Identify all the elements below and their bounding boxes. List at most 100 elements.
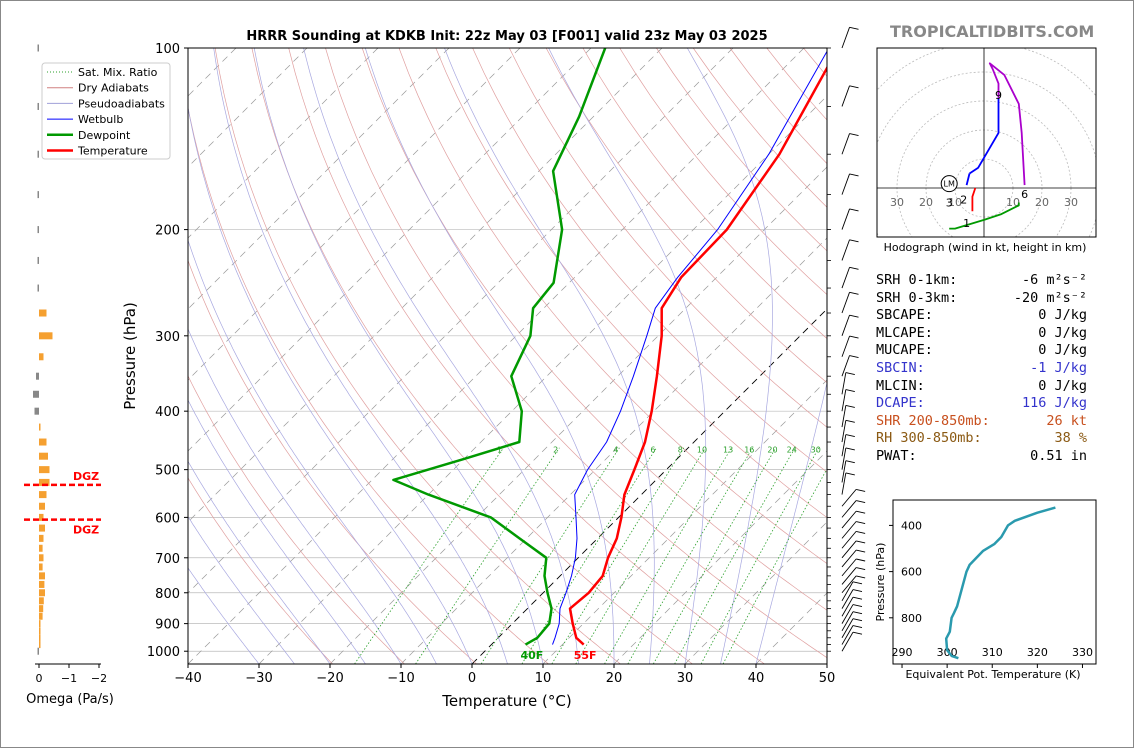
y-tick-label: 200 [155,224,180,239]
omega-bar [39,353,44,360]
x-tick-label: 40 [748,671,765,686]
y-tick-label: 100 [155,42,180,57]
stat-row: SRH 0-1km:-6 m²s⁻² [876,272,1087,290]
omega-bar [39,634,41,641]
omega-bar [39,613,43,620]
omega-bar [39,535,44,542]
omega-bar [39,605,43,612]
hodograph-height-label: 1 [963,217,970,230]
mixing-ratio-label: 13 [723,445,733,454]
theta-y-tick-label: 600 [901,566,922,579]
hodograph-tick-label: 20 [1035,196,1049,209]
x-axis-label: Temperature (°C) [441,692,571,710]
omega-bar [39,563,43,570]
y-axis-label: Pressure (hPa) [121,302,139,410]
stat-value: -20 m²s⁻² [887,290,1087,308]
legend-label: Pseudoadiabats [78,97,165,110]
chart-title: HRRR Sounding at KDKB Init: 22z May 03 [… [246,29,767,44]
omega-bar [39,491,47,498]
omega-bar [39,466,50,473]
omega-bar [39,310,47,317]
mixing-ratio-label: 8 [678,445,683,454]
omega-bar [38,45,40,52]
hodograph-height-label: 2 [960,194,967,207]
x-tick-label: 50 [819,671,836,686]
omega-bar [35,408,40,415]
x-tick-label: 0 [468,671,476,686]
x-tick-label: −40 [174,671,201,686]
mixing-ratio-label: 6 [650,445,655,454]
x-tick-label: −30 [245,671,272,686]
legend-label: Sat. Mix. Ratio [78,66,158,79]
y-tick-label: 1000 [147,645,180,660]
legend-label: Wetbulb [78,113,123,126]
omega-bar [38,103,40,110]
hodograph-caption: Hodograph (wind in kt, height in km) [884,241,1087,254]
mixing-ratio-label: 16 [744,445,754,454]
theta-e-y-label: Pressure (hPa) [874,543,887,622]
legend-label: Temperature [77,145,148,158]
y-tick-label: 900 [155,618,180,633]
hodograph-tick-label: 30 [890,196,904,209]
omega-bar [38,285,40,292]
mixing-ratio-label: 10 [697,445,707,454]
y-tick-label: 300 [155,330,180,345]
hodograph-height-label: 6 [1021,188,1028,201]
omega-tick-label: −1 [61,672,77,685]
hodograph-tick-label: 30 [1064,196,1078,209]
hodograph-tick-label: 20 [919,196,933,209]
mixing-ratio-label: 2 [553,445,558,454]
x-tick-label: −20 [316,671,343,686]
stat-value: -1 J/kg [887,360,1087,378]
x-tick-label: 30 [677,671,694,686]
omega-bar [36,373,39,380]
stat-value: 0 J/kg [887,378,1087,396]
omega-bar [39,332,53,339]
omega-bar [39,545,43,552]
omega-bar [39,589,45,596]
omega-bar [39,627,41,634]
theta-e-x-label: Equivalent Pot. Temperature (K) [905,668,1080,681]
dgz-label: DGZ [73,524,99,537]
legend-label: Dry Adiabats [78,82,149,95]
x-tick-label: 10 [535,671,552,686]
omega-bar [38,257,40,264]
x-tick-label: 20 [606,671,623,686]
stat-value: 0 J/kg [887,342,1087,360]
stat-row: MUCAPE:0 J/kg [876,342,1087,360]
hodograph-height-label: 3 [946,197,953,210]
y-tick-label: 600 [155,511,180,526]
y-tick-label: 400 [155,405,180,420]
surface-dewpoint-label: 40F [520,649,543,662]
stat-value: 26 kt [887,413,1087,431]
stat-value: 0 J/kg [887,325,1087,343]
left-mover-label: LM [944,180,955,189]
y-tick-label: 500 [155,464,180,479]
omega-bar [39,641,41,648]
stat-row: SBCAPE:0 J/kg [876,307,1087,325]
stat-row: DCAPE:116 J/kg [876,395,1087,413]
stat-row: MLCIN:0 J/kg [876,378,1087,396]
omega-bar [39,554,44,561]
omega-bar [38,191,40,198]
omega-bar [38,151,40,158]
y-tick-label: 800 [155,587,180,602]
omega-bar [39,453,48,460]
legend: Sat. Mix. Ratio Dry Adiabats Pseudoadiabat… [42,63,170,159]
stat-value: 0 J/kg [887,307,1087,325]
omega-bar [39,572,45,579]
omega-bar [39,525,45,532]
legend-label: Dewpoint [78,129,131,142]
y-tick-label: 700 [155,552,180,567]
hodograph-height-label: 9 [995,89,1002,102]
omega-bar [39,424,41,431]
stat-row: SBCIN:-1 J/kg [876,360,1087,378]
mixing-ratio-label: 30 [811,445,821,454]
omega-bar [39,581,44,588]
stat-row: SHR 200-850mb:26 kt [876,413,1087,431]
omega-bar [39,620,41,627]
stat-value: -6 m²s⁻² [887,272,1087,290]
omega-bar [38,226,40,233]
